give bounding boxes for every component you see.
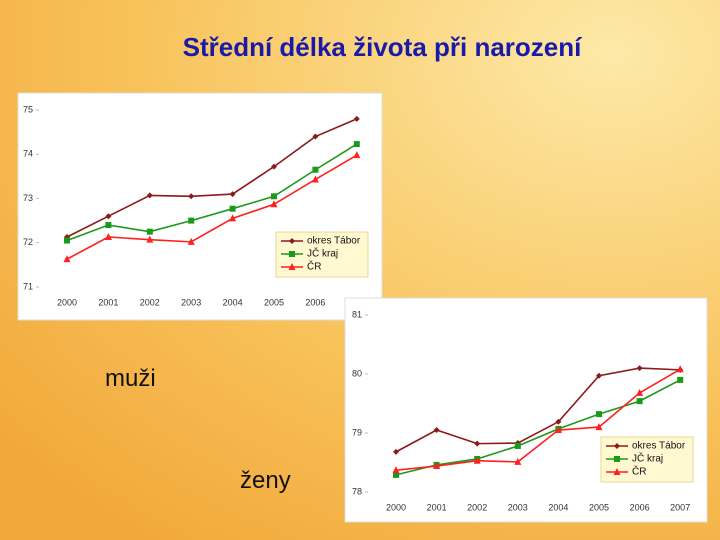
- chart: 78 79 80 81 2000 2001 2002 2003 2004 2005 2006 2007…: [344, 297, 708, 523]
- y-tick-label: 79: [352, 427, 362, 437]
- legend-marker: [614, 443, 620, 449]
- y-tick-label: 75: [23, 104, 33, 114]
- legend-label: okres Tábor: [632, 441, 686, 452]
- marker: [433, 427, 440, 434]
- marker: [353, 115, 360, 122]
- legend-label: ČR: [307, 260, 321, 273]
- marker: [595, 423, 603, 431]
- x-tick-label: 2004: [548, 502, 568, 512]
- marker: [353, 151, 361, 159]
- legend-label: okres Tábor: [307, 236, 361, 247]
- marker: [229, 205, 236, 212]
- legend-label: JČ kraj: [632, 452, 663, 465]
- marker: [312, 166, 319, 173]
- marker: [677, 376, 684, 383]
- x-tick-label: 2003: [508, 502, 528, 512]
- y-tick-label: 74: [23, 149, 33, 159]
- marker: [473, 456, 481, 464]
- x-tick-label: 2002: [140, 297, 160, 307]
- marker: [474, 440, 481, 447]
- legend-marker: [289, 251, 295, 257]
- label: ženy: [240, 467, 291, 494]
- marker: [596, 411, 602, 418]
- marker: [64, 237, 70, 244]
- marker: [636, 398, 643, 405]
- series-line: [66, 143, 358, 242]
- label: muži: [105, 365, 156, 392]
- x-tick-label: 2000: [386, 502, 406, 512]
- y-tick-label: 80: [352, 368, 362, 378]
- legend-marker: [613, 468, 621, 475]
- x-tick-label: 2007: [670, 502, 690, 512]
- marker: [105, 222, 112, 229]
- marker: [271, 193, 277, 200]
- legend-marker: [614, 456, 620, 462]
- marker: [146, 192, 153, 199]
- marker: [514, 457, 522, 465]
- marker: [596, 372, 602, 379]
- legend-marker: [289, 238, 295, 244]
- marker: [393, 471, 399, 478]
- x-tick-label: 2001: [427, 502, 447, 512]
- marker: [270, 200, 278, 208]
- marker: [188, 193, 195, 200]
- marker: [271, 163, 277, 170]
- marker: [63, 255, 71, 263]
- marker: [229, 214, 237, 222]
- y-tick-label: 81: [352, 309, 362, 319]
- y-tick-label: 71: [23, 281, 33, 291]
- marker: [146, 235, 154, 243]
- chart-panel: [344, 297, 708, 523]
- series-line: [395, 379, 681, 476]
- x-tick-label: 2006: [630, 502, 650, 512]
- x-tick-label: 2000: [57, 297, 77, 307]
- x-tick-label: 2005: [589, 502, 609, 512]
- marker: [433, 462, 441, 470]
- x-tick-label: 2003: [181, 297, 201, 307]
- legend-label: ČR: [632, 465, 646, 478]
- marker: [188, 217, 195, 224]
- marker: [392, 466, 400, 474]
- marker: [229, 191, 236, 198]
- series-line: [66, 154, 358, 260]
- marker: [676, 365, 684, 373]
- x-tick-label: 2004: [223, 297, 243, 307]
- marker: [636, 388, 644, 396]
- marker: [312, 133, 319, 140]
- legend-label: JČ kraj: [307, 247, 338, 260]
- y-tick-label: 78: [352, 486, 362, 496]
- marker: [514, 442, 521, 449]
- chart: 7172737475200020012002200320042005200620…: [17, 92, 383, 321]
- series-line: [395, 368, 681, 471]
- marker: [636, 365, 643, 372]
- marker: [187, 237, 195, 245]
- slide-title: Střední délka života při narození: [183, 32, 583, 62]
- x-tick-label: 2001: [98, 297, 118, 307]
- marker: [311, 175, 319, 183]
- marker: [353, 141, 360, 148]
- marker: [146, 228, 153, 235]
- x-tick-label: 2005: [264, 297, 284, 307]
- marker: [105, 213, 112, 220]
- marker: [555, 418, 562, 425]
- series-line: [66, 118, 358, 238]
- y-tick-label: 72: [23, 237, 33, 247]
- x-tick-label: 2006: [305, 297, 325, 307]
- marker: [104, 232, 112, 240]
- marker: [554, 426, 562, 434]
- series-line: [395, 367, 681, 453]
- y-tick-label: 73: [23, 193, 33, 203]
- x-tick-label: 2002: [467, 502, 487, 512]
- legend-marker: [288, 263, 296, 270]
- chart-panel: [17, 92, 383, 321]
- marker: [393, 448, 399, 455]
